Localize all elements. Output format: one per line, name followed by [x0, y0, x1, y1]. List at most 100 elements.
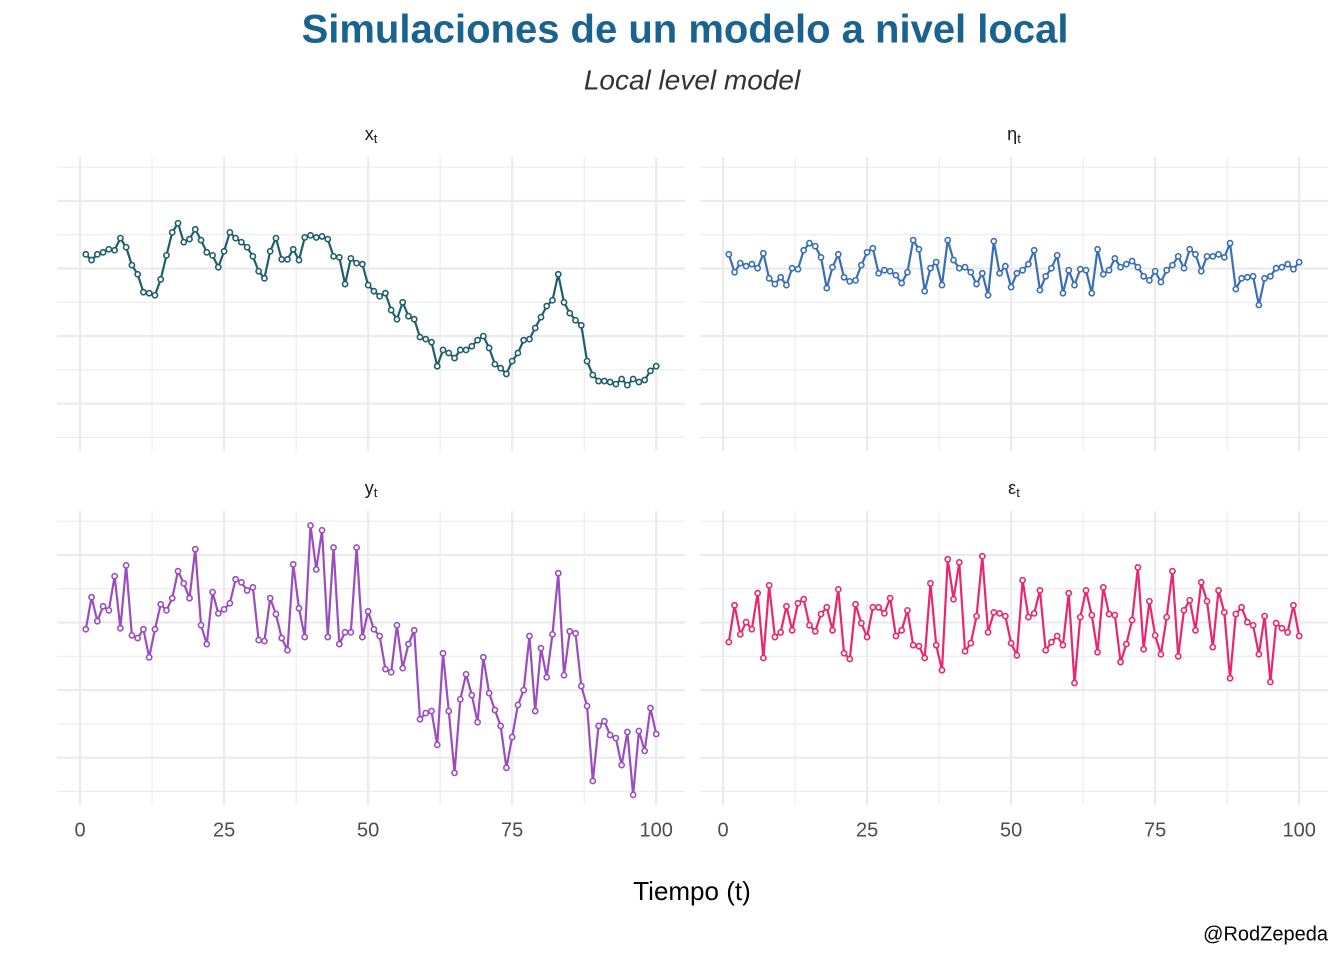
data-point — [157, 275, 165, 283]
data-point — [1220, 253, 1228, 261]
data-point — [376, 632, 384, 640]
data-point — [485, 689, 493, 697]
data-point — [600, 377, 608, 385]
data-point — [788, 626, 796, 634]
data-point — [318, 526, 326, 534]
data-point — [1197, 578, 1205, 586]
data-point — [324, 633, 332, 641]
data-point — [629, 375, 637, 383]
data-point — [278, 634, 286, 642]
data-point — [1117, 263, 1124, 271]
data-point — [783, 281, 790, 289]
facet-label: ηt — [1007, 124, 1021, 147]
data-point — [1203, 597, 1211, 605]
data-point — [635, 378, 643, 386]
facet-label-main: y — [365, 478, 374, 498]
data-point — [647, 704, 654, 712]
data-point — [284, 255, 291, 263]
data-point — [869, 244, 877, 252]
data-point — [1053, 251, 1061, 259]
data-point — [961, 263, 969, 271]
data-point — [243, 243, 251, 251]
data-point — [840, 649, 848, 657]
data-point — [180, 579, 188, 587]
data-point — [938, 281, 946, 289]
data-point — [904, 606, 911, 614]
data-point — [462, 346, 470, 354]
data-point — [1174, 252, 1182, 260]
data-point — [754, 264, 762, 272]
data-point — [209, 588, 216, 596]
x-tick-label: 50 — [1000, 819, 1022, 841]
data-point — [886, 267, 894, 275]
x-tick-label: 0 — [717, 819, 728, 841]
data-point — [736, 630, 744, 638]
data-point — [358, 260, 366, 268]
data-point — [284, 646, 291, 654]
data-point — [416, 715, 424, 723]
x-tick-label: 100 — [1283, 819, 1316, 841]
data-point — [880, 609, 888, 617]
data-point — [641, 747, 649, 755]
facet-label-main: η — [1007, 124, 1017, 144]
data-point — [1122, 640, 1130, 648]
data-point — [439, 346, 447, 354]
data-point — [725, 250, 733, 258]
data-point — [1030, 609, 1038, 617]
data-point — [742, 262, 750, 270]
panel: 0 25 50 75 100 εt — [700, 478, 1328, 841]
data-point — [1243, 273, 1251, 281]
data-point — [116, 234, 124, 242]
data-point — [869, 603, 877, 611]
data-point — [151, 291, 159, 299]
data-point — [1174, 652, 1182, 660]
data-point — [514, 349, 522, 357]
data-point — [93, 250, 101, 258]
data-point — [1065, 589, 1073, 597]
data-point — [1134, 263, 1142, 271]
data-point — [731, 268, 738, 276]
data-point — [82, 625, 90, 633]
data-point — [341, 628, 349, 636]
data-point — [531, 324, 539, 332]
data-point — [1036, 587, 1044, 594]
data-point — [382, 289, 389, 297]
data-point — [577, 321, 585, 329]
data-point — [526, 632, 533, 640]
data-point — [967, 639, 975, 647]
data-point — [301, 633, 309, 641]
data-point — [209, 251, 216, 259]
data-point — [1140, 272, 1148, 280]
data-point — [846, 277, 854, 285]
data-point — [652, 362, 660, 370]
data-point — [788, 264, 796, 272]
data-point — [272, 234, 280, 242]
data-point — [318, 233, 326, 240]
caption: @RodZepeda — [1203, 923, 1329, 945]
data-point — [261, 274, 268, 282]
data-point — [794, 599, 802, 607]
data-point — [520, 336, 528, 344]
data-point — [203, 248, 211, 256]
data-point — [514, 701, 522, 709]
data-point — [1105, 266, 1113, 274]
data-point — [892, 632, 900, 640]
data-point — [800, 595, 808, 603]
data-point — [261, 637, 268, 645]
data-point — [145, 653, 153, 661]
data-point — [232, 575, 240, 583]
data-point — [817, 610, 825, 618]
data-point — [1025, 260, 1032, 268]
data-point — [99, 248, 107, 256]
data-point — [606, 731, 614, 739]
data-point — [105, 606, 113, 614]
data-point — [191, 225, 199, 233]
data-point — [214, 263, 222, 271]
data-point — [491, 706, 499, 714]
data-point — [122, 243, 130, 251]
data-point — [1284, 260, 1292, 268]
data-point — [1249, 272, 1257, 280]
data-point — [736, 259, 744, 267]
data-point — [1238, 603, 1245, 611]
data-point — [771, 280, 779, 288]
